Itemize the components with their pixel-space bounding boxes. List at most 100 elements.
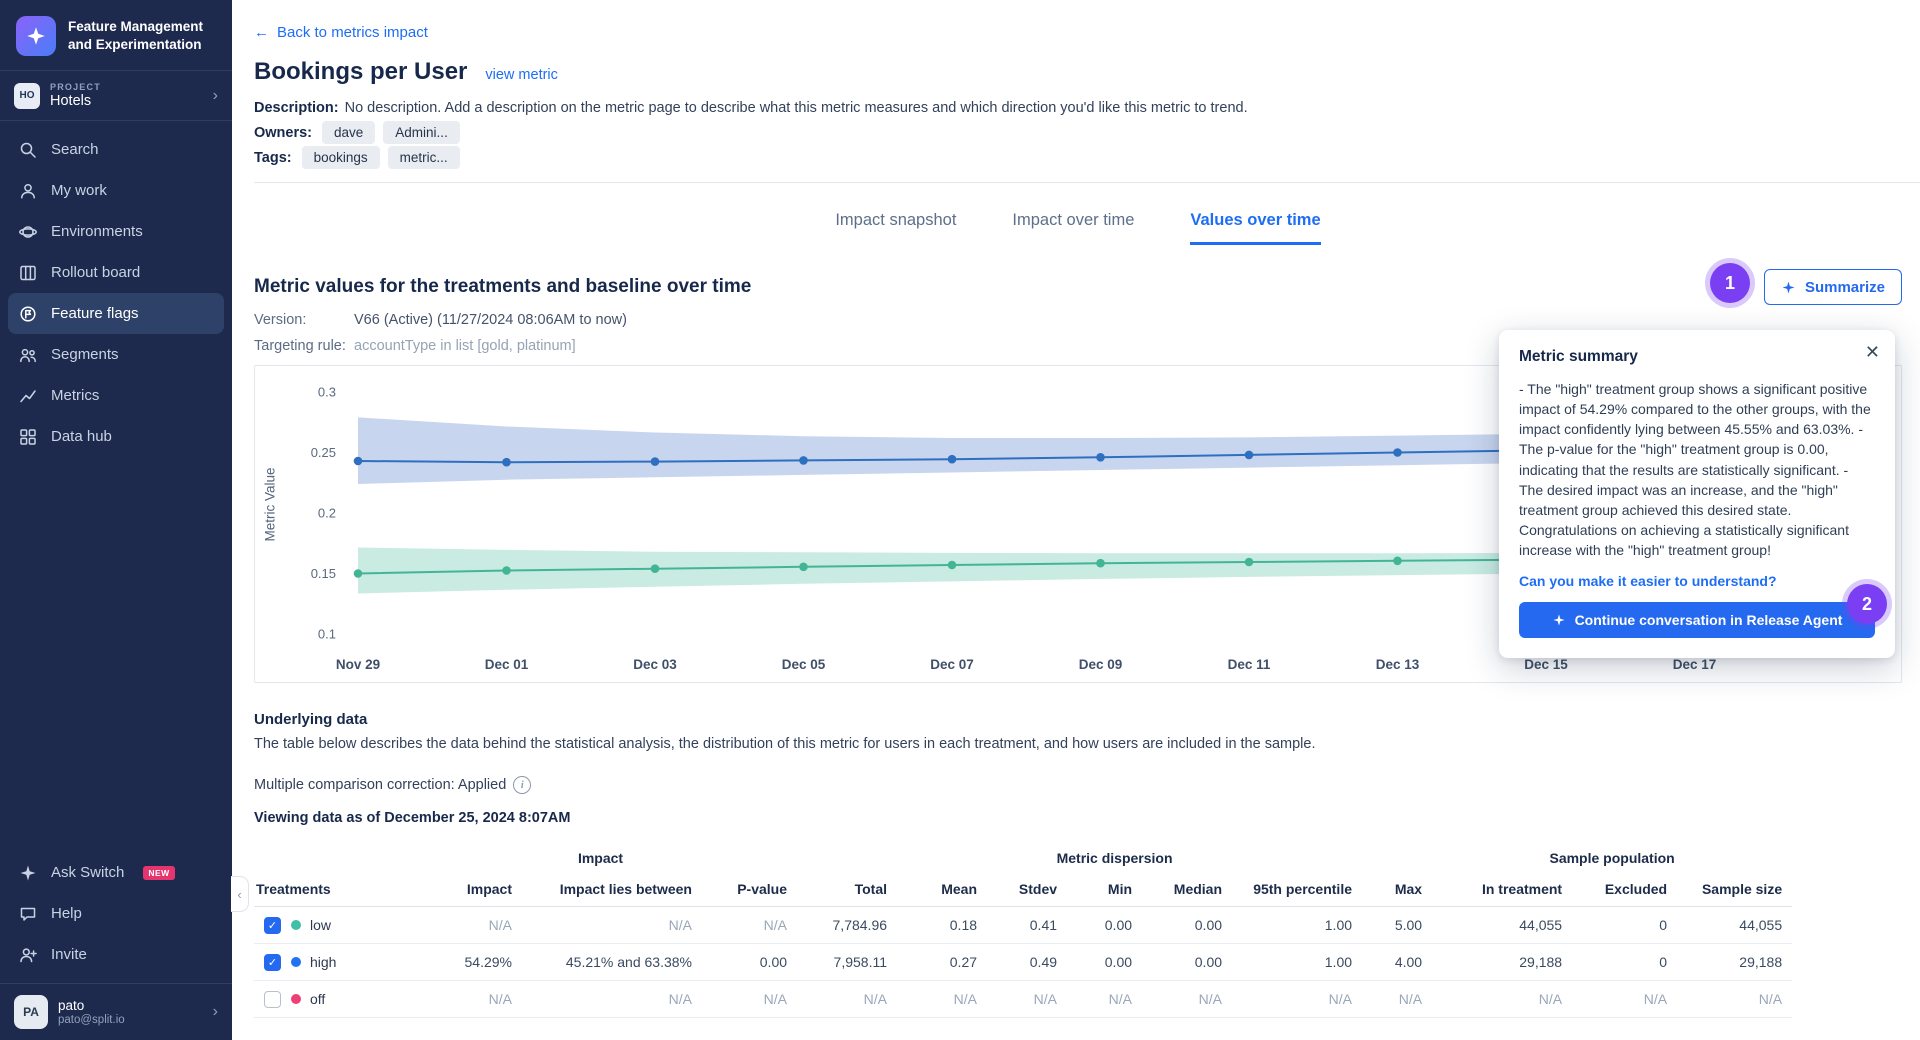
annotation-badge-2: 2: [1847, 584, 1887, 624]
treatment-checkbox-off[interactable]: [264, 990, 281, 1008]
svg-text:Dec 13: Dec 13: [1376, 657, 1420, 672]
table-cell: N/A: [1108, 991, 1133, 1007]
table-cell: 1.00: [1324, 917, 1353, 933]
table-cell: 29,188: [1519, 954, 1563, 970]
flag-icon: [18, 304, 38, 324]
svg-text:0.3: 0.3: [318, 385, 336, 400]
underlying-data-description: The table below describes the data behin…: [254, 736, 1316, 752]
make-easier-link[interactable]: Can you make it easier to understand?: [1519, 573, 1777, 590]
table-row-off: off N/A N/A N/A N/A N/A N/A N/A N/A N/A N/A N/A N/A N…: [254, 981, 1793, 1018]
user-icon: [18, 181, 38, 201]
svg-text:Dec 09: Dec 09: [1079, 657, 1123, 672]
table-cell: 5.00: [1394, 917, 1423, 933]
y-axis-title: Metric Value: [262, 466, 278, 542]
viewing-as-of: Viewing data as of December 25, 2024 8:0…: [254, 810, 571, 826]
sidebar-item-search[interactable]: Search: [8, 129, 224, 170]
tab-impact-snapshot[interactable]: Impact snapshot: [835, 211, 957, 229]
targeting-rule-value: accountType in list [gold, platinum]: [354, 338, 576, 354]
user-menu[interactable]: PA pato pato@split.io ›: [0, 983, 232, 1040]
sidebar-item-rollout-board[interactable]: Rollout board: [8, 252, 224, 293]
sidebar-nav: Search My work Environments Rollout boar…: [0, 121, 232, 457]
chevron-right-icon: ›: [212, 1003, 218, 1020]
table-cell: N/A: [1033, 991, 1058, 1007]
table-row-low: ✓ low N/A N/A N/A 7,784.96 0.18 0.41 0.00 0.00 1.0…: [254, 907, 1793, 944]
table-group-header-row: Impact Metric dispersion Sample population: [254, 844, 1792, 872]
tab-bar: Impact snapshot Impact over time Values ov…: [254, 211, 1902, 245]
sidebar-item-label: Ask Switch: [51, 864, 125, 881]
column-header-mean: Mean: [897, 872, 988, 907]
sidebar-item-label: Segments: [51, 346, 119, 363]
sidebar-item-segments[interactable]: Segments: [8, 334, 224, 375]
back-to-metrics-impact-link[interactable]: ← Back to metrics impact: [254, 24, 428, 41]
table-cell: N/A: [488, 991, 512, 1007]
view-metric-link[interactable]: view metric: [485, 67, 558, 83]
column-header-excluded: Excluded: [1572, 872, 1678, 907]
invite-icon: [18, 945, 38, 965]
table-cell: 45.21% and 63.38%: [565, 954, 692, 970]
column-header-impact-lies-between: Impact lies between: [522, 872, 702, 907]
sidebar-footer: Ask Switch NEW Help Invite PA pato pato@…: [0, 852, 232, 1040]
version-row: Version: V66 (Active) (11/27/2024 08:06A…: [254, 312, 627, 328]
info-icon[interactable]: i: [513, 776, 532, 794]
treatment-color-dot: [291, 994, 301, 1004]
sidebar-item-label: Search: [51, 141, 99, 158]
sidebar-item-ask-switch[interactable]: Ask Switch NEW: [8, 852, 224, 893]
column-header-total: Total: [797, 872, 898, 907]
tab-values-over-time[interactable]: Values over time: [1190, 211, 1321, 245]
column-header-median: Median: [1142, 872, 1233, 907]
svg-text:Dec 17: Dec 17: [1673, 657, 1717, 672]
segments-icon: [18, 345, 38, 365]
sparkle-icon: [1782, 281, 1795, 293]
user-name: pato: [58, 998, 85, 1013]
table-cell: 54.29%: [464, 954, 512, 970]
close-icon[interactable]: ✕: [1864, 342, 1880, 362]
app-logo[interactable]: Feature Management and Experimentation: [0, 0, 232, 70]
annotation-badge-1: 1: [1710, 263, 1750, 303]
underlying-data-table: Impact Metric dispersion Sample population…: [254, 844, 1793, 1018]
table-cell: N/A: [763, 991, 788, 1007]
tags-row: Tags: bookings metric...: [254, 146, 1902, 169]
continue-conversation-button[interactable]: Continue conversation in Release Agent: [1519, 602, 1875, 639]
sidebar-collapse-handle[interactable]: ‹: [231, 876, 249, 912]
popup-title: Metric summary: [1519, 348, 1638, 365]
sidebar-item-environments[interactable]: Environments: [8, 211, 224, 252]
underlying-data-heading: Underlying data: [254, 711, 368, 728]
owner-chip: dave: [322, 121, 376, 144]
sidebar-item-metrics[interactable]: Metrics: [8, 375, 224, 416]
datahub-icon: [18, 427, 38, 447]
table-cell: 44,055: [1519, 917, 1563, 933]
treatment-checkbox-low[interactable]: ✓: [264, 916, 281, 934]
project-name: Hotels: [50, 93, 92, 109]
version-value: V66 (Active) (11/27/2024 08:06AM to now): [354, 312, 627, 328]
table-cell: 0: [1659, 917, 1668, 933]
group-header-metric-dispersion: Metric dispersion: [1056, 850, 1173, 866]
table-cell: 7,958.11: [833, 954, 888, 970]
group-header-impact: Impact: [577, 850, 624, 866]
column-header-95th-percentile: 95th percentile: [1232, 872, 1363, 907]
project-selector[interactable]: HO PROJECT Hotels ›: [0, 70, 232, 121]
sidebar-item-label: Data hub: [51, 428, 112, 445]
divider: [254, 182, 1920, 183]
tab-impact-over-time[interactable]: Impact over time: [1012, 211, 1135, 229]
treatment-name: high: [310, 954, 337, 970]
summarize-button[interactable]: Summarize: [1763, 269, 1902, 305]
owners-row: Owners: dave Admini...: [254, 121, 1902, 144]
table-header-row: Treatments Impact Impact lies between P-val…: [254, 872, 1793, 907]
table-cell: 7,784.96: [832, 917, 888, 933]
avatar: PA: [14, 995, 48, 1029]
sidebar-item-label: Invite: [51, 946, 87, 963]
sidebar-item-my-work[interactable]: My work: [8, 170, 224, 211]
sidebar-item-data-hub[interactable]: Data hub: [8, 416, 224, 457]
table-cell: N/A: [668, 991, 692, 1007]
table-cell: 0.00: [1104, 954, 1133, 970]
treatment-checkbox-high[interactable]: ✓: [264, 953, 281, 971]
sidebar-item-invite[interactable]: Invite: [8, 934, 224, 975]
svg-text:0.2: 0.2: [318, 506, 336, 521]
table-cell: N/A: [1643, 991, 1668, 1007]
svg-text:Dec 03: Dec 03: [633, 657, 677, 672]
sidebar-item-label: Help: [51, 905, 82, 922]
tag-chip: metric...: [387, 146, 460, 169]
sidebar-item-help[interactable]: Help: [8, 893, 224, 934]
sidebar-item-feature-flags[interactable]: Feature flags: [8, 293, 224, 334]
